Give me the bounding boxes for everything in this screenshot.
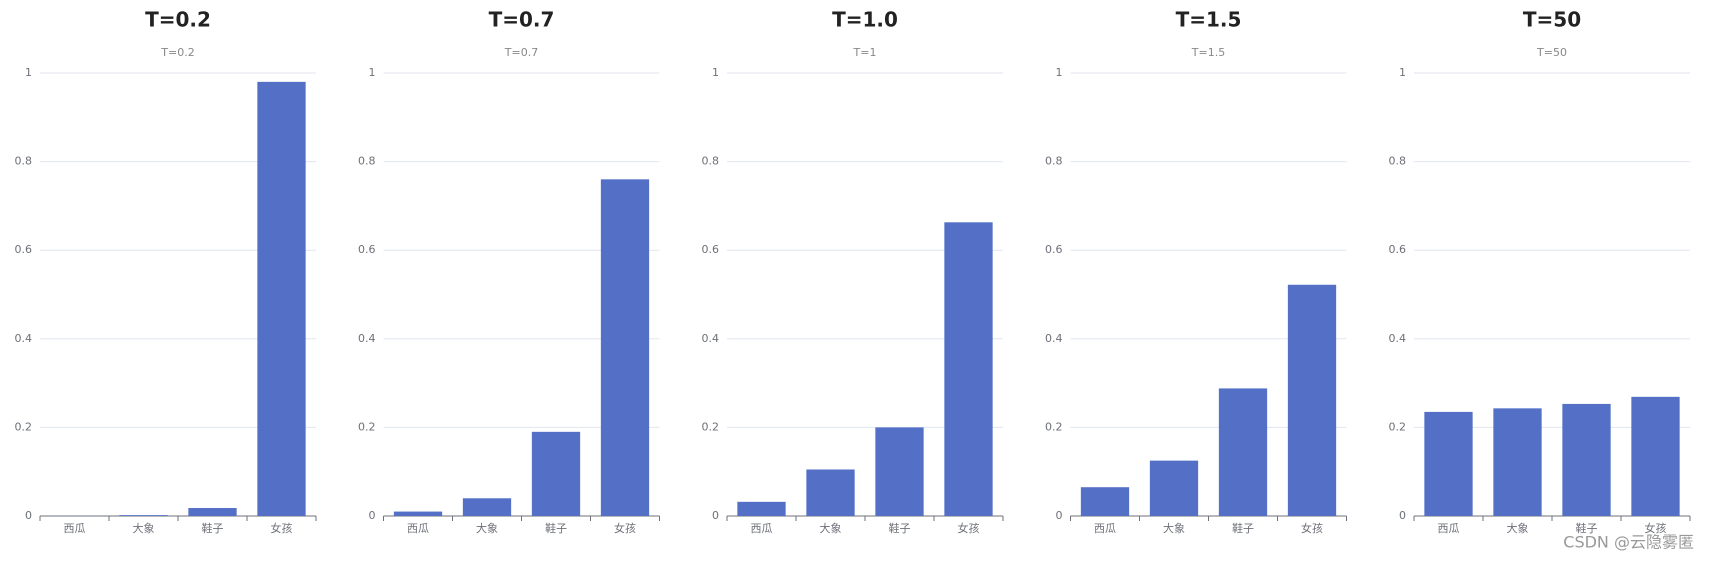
chart-subtitle: T=0.2 — [160, 46, 194, 59]
x-tick-label: 西瓜 — [1438, 522, 1460, 535]
bar — [944, 222, 993, 516]
y-tick-label: 0.2 — [702, 420, 720, 433]
y-tick-label: 0 — [1399, 509, 1406, 522]
y-tick-label: 0.2 — [15, 420, 33, 433]
x-tick-label: 大象 — [1163, 521, 1185, 535]
chart-title: T=0.7 — [489, 8, 555, 32]
chart-subtitle: T=1 — [853, 46, 877, 59]
y-tick-label: 0.8 — [702, 155, 720, 168]
bar — [119, 515, 168, 516]
bar — [188, 508, 237, 516]
y-tick-label: 0.4 — [1045, 332, 1063, 345]
bar — [875, 427, 924, 516]
y-tick-label: 0 — [369, 509, 376, 522]
y-tick-label: 1 — [25, 66, 32, 79]
y-tick-label: 0.2 — [1045, 420, 1063, 433]
bar — [600, 179, 650, 516]
x-tick-label: 女孩 — [1301, 521, 1323, 535]
bar — [1080, 487, 1130, 516]
y-tick-label: 0.6 — [702, 243, 720, 256]
y-tick-label: 0.8 — [1045, 155, 1063, 168]
chart-title: T=1.5 — [1176, 8, 1242, 32]
y-tick-label: 0.6 — [15, 243, 33, 256]
y-tick-label: 1 — [1399, 66, 1406, 79]
y-tick-label: 0.6 — [1045, 243, 1063, 256]
bar — [1424, 411, 1473, 516]
y-tick-label: 0.8 — [15, 155, 33, 168]
x-tick-label: 鞋子 — [545, 521, 567, 535]
y-tick-label: 0.6 — [358, 243, 376, 256]
x-tick-label: 女孩 — [614, 521, 636, 535]
y-tick-label: 0.4 — [1389, 332, 1407, 345]
x-tick-label: 西瓜 — [1094, 522, 1116, 535]
x-tick-label: 大象 — [133, 521, 155, 535]
y-tick-label: 0 — [712, 509, 719, 522]
bar — [1562, 403, 1611, 516]
bar — [806, 469, 855, 516]
x-tick-label: 鞋子 — [1232, 521, 1254, 535]
chart-subtitle: T=1.5 — [1191, 46, 1225, 59]
x-tick-label: 鞋子 — [202, 521, 224, 535]
x-tick-label: 大象 — [1507, 521, 1529, 535]
watermark: CSDN @云隐雾匿 — [1563, 533, 1694, 552]
y-tick-label: 1 — [712, 66, 719, 79]
y-tick-label: 0.4 — [702, 332, 720, 345]
bar — [1631, 396, 1680, 516]
bar — [257, 81, 306, 517]
bar — [1218, 388, 1268, 516]
x-tick-label: 大象 — [476, 521, 498, 535]
x-tick-label: 鞋子 — [889, 521, 911, 535]
x-tick-label: 鞋子 — [1576, 521, 1598, 535]
chart-subtitle: T=50 — [1536, 46, 1567, 59]
y-tick-label: 0.2 — [1389, 420, 1407, 433]
x-tick-label: 大象 — [820, 521, 842, 535]
bar — [1493, 408, 1542, 516]
y-tick-label: 0.6 — [1389, 243, 1407, 256]
bar — [1149, 460, 1199, 516]
chart-title: T=50 — [1523, 8, 1581, 32]
y-tick-label: 0.4 — [15, 332, 33, 345]
chart-title: T=1.0 — [832, 8, 898, 32]
chart-subtitle: T=0.7 — [504, 46, 538, 59]
bar — [1287, 284, 1337, 516]
y-tick-label: 0 — [1056, 509, 1063, 522]
bar — [737, 501, 786, 516]
y-tick-label: 1 — [1056, 66, 1063, 79]
y-tick-label: 0.4 — [358, 332, 376, 345]
y-tick-label: 0.8 — [358, 155, 376, 168]
x-tick-label: 女孩 — [958, 521, 980, 535]
y-tick-label: 1 — [369, 66, 376, 79]
x-tick-label: 西瓜 — [407, 522, 429, 535]
bar — [531, 431, 581, 516]
y-tick-label: 0 — [25, 509, 32, 522]
x-tick-label: 女孩 — [1645, 521, 1667, 535]
x-tick-label: 女孩 — [271, 521, 293, 535]
x-tick-label: 西瓜 — [751, 522, 773, 535]
x-tick-label: 西瓜 — [64, 522, 86, 535]
bar — [462, 498, 512, 516]
y-tick-label: 0.2 — [358, 420, 376, 433]
chart-title: T=0.2 — [145, 8, 211, 32]
y-tick-label: 0.8 — [1389, 155, 1407, 168]
bar — [393, 511, 443, 516]
